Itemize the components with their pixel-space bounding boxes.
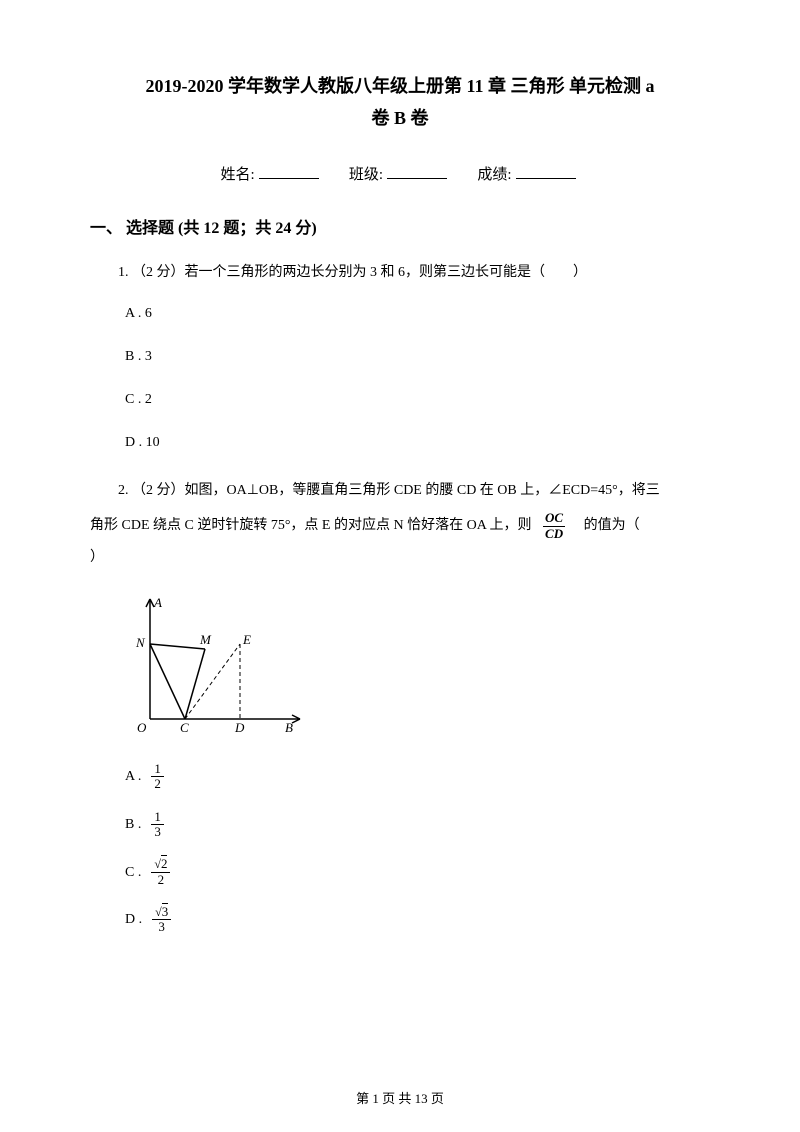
q2-optB-frac: 1 3 (151, 810, 164, 840)
q2-text2b: 的值为（ (584, 518, 640, 533)
q2-optC-num: √2 (151, 857, 170, 872)
q2-text3: ） (90, 543, 710, 574)
title-line2: 卷 B 卷 (90, 102, 710, 134)
q2-optC-frac: √2 2 (151, 857, 170, 887)
section-header: 一、 选择题 (共 12 题；共 24 分) (90, 214, 710, 238)
q2-option-c: C . √2 2 (125, 857, 710, 887)
q2-frac-den: CD (543, 527, 565, 541)
name-blank[interactable] (259, 178, 319, 179)
label-A: A (153, 595, 162, 610)
score-label: 成绩: (477, 167, 511, 183)
title-line1: 2019-2020 学年数学人教版八年级上册第 11 章 三角形 单元检测 a (90, 70, 710, 102)
info-row: 姓名: 班级: 成绩: (90, 163, 710, 184)
label-D: D (234, 720, 245, 735)
score-blank[interactable] (516, 178, 576, 179)
label-E: E (242, 632, 251, 647)
q2-optC-den: 2 (155, 873, 168, 887)
q2-optB-den: 3 (151, 825, 164, 839)
q1-text: 1. （2 分）若一个三角形的两边长分别为 3 和 6，则第三边长可能是（ ） (90, 258, 710, 289)
label-N: N (135, 635, 146, 650)
q2-frac-num: OC (543, 511, 565, 526)
exam-title: 2019-2020 学年数学人教版八年级上册第 11 章 三角形 单元检测 a … (90, 70, 710, 135)
q1-option-d: D . 10 (125, 430, 710, 455)
q1-option-b: B . 3 (125, 344, 710, 369)
q2-text: 2. （2 分）如图，OA⊥OB，等腰直角三角形 CDE 的腰 CD 在 OB … (90, 473, 710, 508)
q2-fraction: OC CD (543, 511, 565, 541)
class-label: 班级: (349, 167, 383, 183)
q2-option-d: D . √3 3 (125, 905, 710, 935)
q2-optC-label: C . (125, 860, 141, 885)
name-label: 姓名: (220, 167, 254, 183)
q2-diagram: A N M E O C D B (130, 589, 710, 744)
q2-optD-num: √3 (152, 905, 171, 920)
q2-text2a: 角形 CDE 绕点 C 逆时针旋转 75°，点 E 的对应点 N 恰好落在 OA… (90, 518, 532, 533)
q2-option-a: A . 1 2 (125, 762, 710, 792)
label-O: O (137, 720, 147, 735)
label-M: M (199, 632, 212, 647)
q1-option-c: C . 2 (125, 387, 710, 412)
q2-optD-den: 3 (155, 920, 168, 934)
q2-optA-label: A . (125, 764, 141, 789)
q2-optA-den: 2 (151, 777, 164, 791)
q1-option-a: A . 6 (125, 301, 710, 326)
q2-optB-label: B . (125, 812, 141, 837)
q2-text-cont: 角形 CDE 绕点 C 逆时针旋转 75°，点 E 的对应点 N 恰好落在 OA… (90, 508, 710, 543)
q2-optA-frac: 1 2 (151, 762, 164, 792)
page-footer: 第 1 页 共 13 页 (0, 1088, 800, 1107)
q2-optD-label: D . (125, 907, 142, 932)
q2-optD-frac: √3 3 (152, 905, 171, 935)
q2-optA-num: 1 (151, 762, 164, 777)
class-blank[interactable] (387, 178, 447, 179)
q2-option-b: B . 1 3 (125, 810, 710, 840)
q2-optB-num: 1 (151, 810, 164, 825)
label-B: B (285, 720, 293, 735)
q2-text1: 2. （2 分）如图，OA⊥OB，等腰直角三角形 CDE 的腰 CD 在 OB … (118, 483, 660, 498)
label-C: C (180, 720, 189, 735)
